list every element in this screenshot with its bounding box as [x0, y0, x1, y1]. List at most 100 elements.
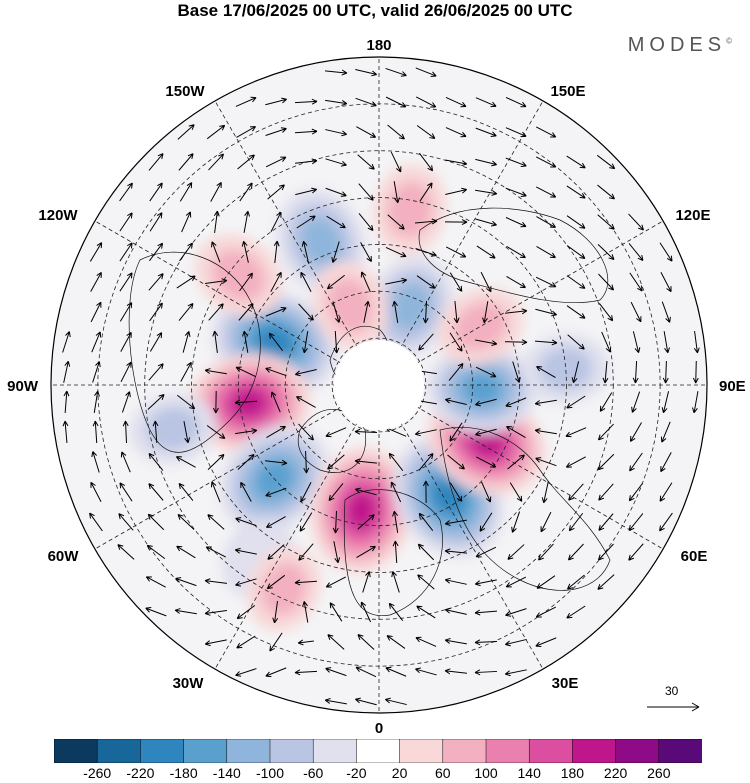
wind-arrow-icon [505, 576, 527, 588]
wind-arrow-icon [205, 278, 228, 285]
wind-arrow-icon [62, 331, 71, 353]
wind-arrow-icon [415, 667, 437, 676]
coastline-path [128, 251, 261, 453]
colorbar-swatch [658, 739, 702, 763]
wind-arrow-icon [239, 272, 253, 292]
wind-arrow-icon [93, 390, 100, 413]
wind-arrow-icon [148, 273, 164, 291]
map-border [50, 56, 708, 714]
wind-arrow-icon [355, 697, 377, 706]
wind-arrow-icon [445, 159, 468, 167]
wind-arrow-icon [602, 360, 609, 384]
wind-arrow-icon [388, 452, 404, 471]
meridian-line [214, 100, 380, 386]
wind-arrow-icon [181, 211, 192, 233]
wind-arrow-icon [117, 544, 135, 560]
wind-arrow-icon [505, 217, 527, 228]
wind-scale-arrow-icon [647, 702, 700, 712]
brand-name: MODES [627, 34, 727, 56]
wind-arrow-icon [235, 517, 257, 527]
wind-arrow-icon [504, 638, 527, 647]
wind-arrow-icon [298, 543, 314, 561]
map-disk [51, 57, 707, 713]
wind-arrow-icon [212, 330, 219, 353]
wind-arrow-icon [536, 186, 557, 198]
wind-arrow-icon [294, 579, 318, 586]
wind-arrow-icon [571, 361, 580, 384]
wind-arrow-icon [598, 513, 614, 531]
wind-arrow-icon [419, 182, 433, 202]
wind-arrow-icon [211, 241, 221, 263]
wind-arrow-icon [208, 153, 224, 171]
wind-arrow-icon [183, 421, 191, 444]
wind-arrow-icon [119, 212, 133, 232]
wind-arrow-icon [265, 97, 287, 106]
wind-arrow-icon [481, 481, 492, 503]
wind-arrow-icon [179, 242, 193, 262]
wind-arrow-icon [148, 363, 164, 381]
anomaly-high-siberia-west [469, 427, 504, 458]
wind-arrow-icon [566, 155, 586, 169]
wind-arrow-icon [629, 422, 642, 442]
wind-arrow-icon [509, 482, 523, 502]
wind-arrow-icon [444, 577, 467, 585]
wind-arrow-icon [270, 271, 282, 292]
colorbar-tick-label: -220 [126, 765, 155, 781]
wind-arrow-icon [294, 669, 318, 676]
wind-arrow-icon [119, 482, 133, 502]
wind-arrow-icon [332, 510, 339, 534]
colorbar-swatch [226, 739, 271, 763]
wind-arrow-icon [178, 303, 194, 321]
wind-arrow-icon [90, 301, 102, 323]
colorbar-tick-label: 100 [474, 765, 498, 781]
wind-arrow-icon [355, 666, 377, 678]
wind-arrow-icon [475, 546, 497, 558]
wind-arrow-icon [362, 571, 371, 593]
wind-arrow-icon [207, 514, 225, 530]
colorbar-swatch [140, 739, 185, 763]
colorbar-tick-label: 180 [560, 765, 585, 781]
wind-arrow-icon [204, 578, 227, 585]
wind-arrow-icon [238, 303, 254, 321]
wind-arrow-icon [628, 482, 644, 502]
wind-arrow-icon [540, 511, 552, 533]
latitude-circle [331, 337, 427, 433]
wind-arrow-icon [266, 574, 286, 590]
wind-arrow-icon [536, 126, 557, 138]
wind-arrow-icon [536, 216, 556, 228]
wind-arrow-icon [212, 390, 219, 414]
wind-arrow-icon [541, 481, 549, 504]
wind-arrow-icon [234, 399, 258, 406]
anomaly-high-atlantic-south [261, 562, 307, 616]
wind-arrow-icon [119, 302, 133, 322]
wind-arrow-icon [535, 637, 557, 648]
wind-arrow-icon [448, 363, 464, 381]
wind-arrow-icon [176, 545, 196, 559]
wind-arrow-icon [179, 182, 193, 202]
wind-arrow-icon [415, 96, 437, 108]
wind-arrow-icon [566, 215, 586, 229]
wind-arrow-icon [505, 127, 527, 138]
latitude-circle [191, 197, 567, 573]
wind-arrow-icon [447, 454, 465, 470]
wind-arrow-icon [62, 420, 69, 444]
wind-arrow-icon [176, 275, 196, 289]
colorbar-tick-label: 140 [517, 765, 541, 781]
wind-arrow-icon [390, 481, 402, 503]
wind-arrow-icon [303, 450, 310, 474]
wind-arrow-icon [597, 543, 614, 561]
wind-arrow-icon [206, 425, 226, 439]
wind-arrow-icon [235, 366, 257, 378]
colorbar-swatch [615, 739, 660, 763]
wind-arrow-icon [692, 360, 699, 384]
wind-arrow-icon [204, 639, 227, 647]
wind-arrow-icon [210, 181, 222, 202]
meridian-line [378, 220, 664, 386]
wind-arrow-icon [392, 510, 399, 533]
wind-arrow-icon [237, 454, 255, 470]
lon-label-0: 0 [375, 720, 383, 737]
wind-arrow-icon [327, 634, 345, 650]
wind-arrow-icon [120, 331, 132, 352]
wind-arrow-icon [268, 332, 284, 352]
wind-arrow-icon [325, 667, 347, 677]
